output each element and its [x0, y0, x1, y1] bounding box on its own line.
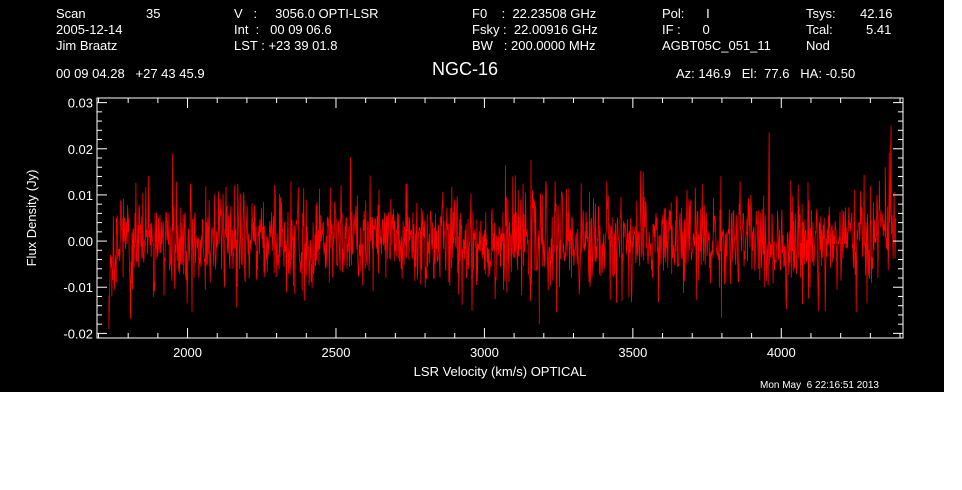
observer-name: Jim Braatz	[56, 38, 118, 53]
tsys-value: 42.16	[860, 6, 893, 21]
source-title: NGC-16	[432, 59, 499, 79]
obs-date: 2005-12-14	[56, 22, 123, 37]
spectrum-line	[108, 125, 896, 329]
tsys-label: Tsys:	[806, 6, 836, 21]
y-tick-label: 0.00	[68, 234, 93, 249]
x-tick-label: 2500	[322, 345, 351, 360]
scan-value: 35	[146, 6, 161, 21]
bandwidth-line: BW : 200.0000 MHz	[472, 38, 596, 53]
y-tick-label: -0.02	[63, 326, 93, 341]
source-coordinates: 00 09 04.28 +27 43 45.9	[56, 66, 205, 81]
x-tick-label: 3000	[470, 345, 499, 360]
scan-label: Scan	[56, 6, 86, 21]
y-tick-label: 0.02	[68, 142, 93, 157]
tcal-value: 5.41	[866, 22, 892, 37]
velocity-line: V : 3056.0 OPTI-LSR	[234, 6, 379, 21]
if-line: IF : 0	[662, 22, 710, 37]
x-tick-label: 4000	[767, 345, 796, 360]
y-axis-label: Flux Density (Jy)	[24, 170, 39, 267]
plot-timestamp: Mon May 6 22:16:51 2013	[760, 380, 879, 391]
fsky-line: Fsky : 22.00916 GHz	[472, 22, 598, 37]
az-el-ha: Az: 146.9 El: 77.6 HA: -0.50	[676, 66, 856, 81]
y-tick-label: -0.01	[63, 280, 93, 295]
integration-line: Int : 00 09 06.6	[234, 22, 332, 37]
obs-mode: Nod	[806, 38, 830, 53]
x-tick-label: 3500	[618, 345, 647, 360]
y-tick-label: 0.01	[68, 188, 93, 203]
plot-panel: Scan 35 2005-12-14 Jim Braatz V : 3056.0…	[0, 0, 944, 392]
x-tick-label: 2000	[173, 345, 202, 360]
plot-frame	[96, 97, 904, 339]
tcal-label: Tcal:	[806, 22, 833, 37]
lst-line: LST : +23 39 01.8	[234, 38, 338, 53]
project-id: AGBT05C_051_11	[662, 38, 771, 53]
polarization-line: Pol: I	[662, 6, 710, 21]
y-tick-label: 0.03	[68, 96, 93, 111]
f0-line: F0 : 22.23508 GHz	[472, 6, 597, 21]
spectrum-chart: 2000 2500 3000 3500 4000 -0.02 -0.01 0.00 0.01 0.…	[24, 96, 904, 379]
x-axis-label: LSR Velocity (km/s) OPTICAL	[414, 364, 587, 379]
